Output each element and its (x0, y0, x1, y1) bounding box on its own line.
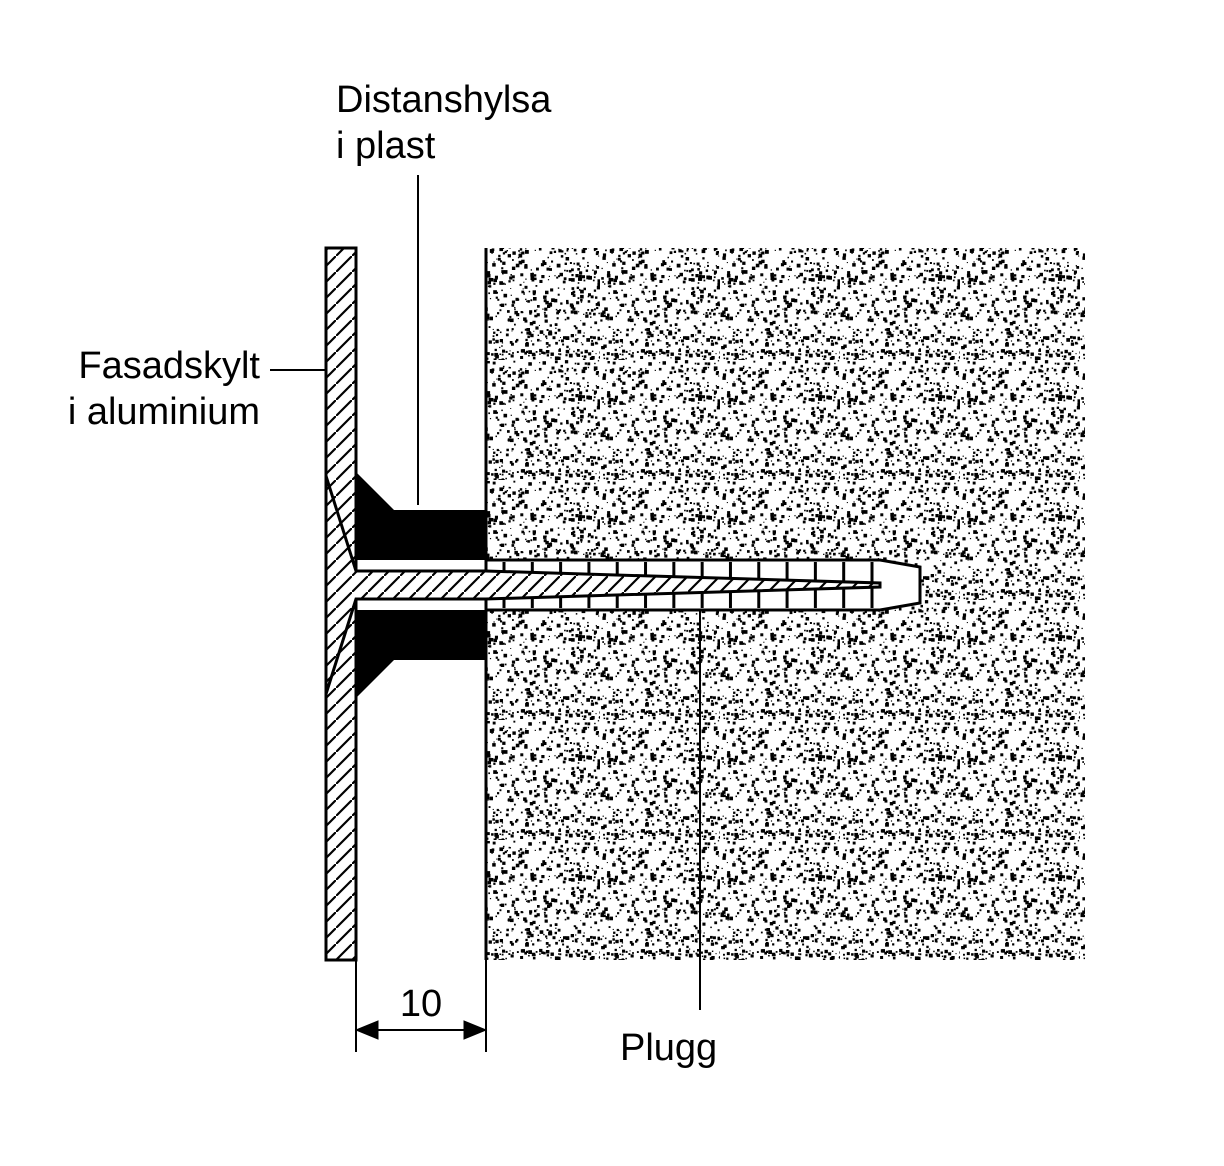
label-dim-value: 10 (400, 983, 442, 1025)
label-spacer-line1: Distanshylsa (336, 79, 552, 121)
spacer-bottom (356, 610, 486, 698)
label-sign-line2: i aluminium (68, 391, 260, 433)
label-sign-line1: Fasadskylt (78, 345, 260, 387)
technical-diagram: Distanshylsa i plast Fasadskylt i alumin… (0, 0, 1224, 1166)
label-plug: Plugg (620, 1027, 717, 1069)
spacer-top (356, 472, 486, 560)
label-spacer-line2: i plast (336, 125, 436, 167)
